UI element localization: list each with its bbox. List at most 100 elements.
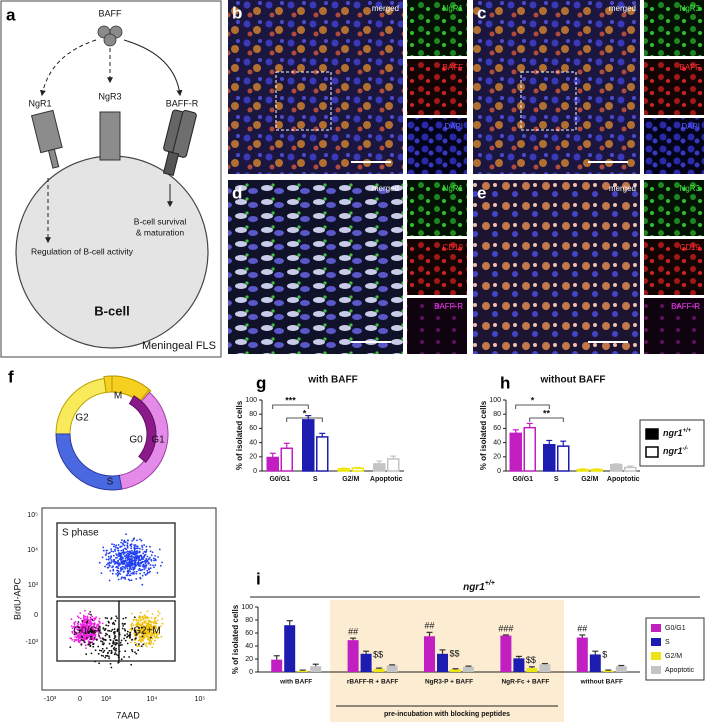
flow-event (107, 555, 110, 558)
flow-event (155, 627, 158, 629)
flow-event (122, 625, 125, 627)
flow-event (129, 565, 131, 568)
merged-label: merged (372, 184, 399, 193)
flow-event (87, 642, 90, 644)
flow-event (79, 629, 81, 632)
flow-event (69, 646, 72, 649)
bar (271, 659, 283, 672)
legend-swatch (651, 666, 661, 674)
legend-swatch (645, 446, 659, 458)
flow-event (127, 539, 129, 542)
flow-event (105, 654, 107, 657)
flow-event (85, 626, 88, 629)
flow-event (143, 571, 146, 574)
flow-event (112, 550, 115, 553)
flow-event (149, 545, 151, 548)
flow-event (85, 647, 87, 649)
y-tick-label: 100 (245, 397, 257, 404)
flow-event (147, 638, 150, 641)
flow-event (134, 562, 137, 564)
significance-label: ## (577, 623, 587, 633)
flow-event (112, 647, 115, 650)
flow-event (137, 640, 140, 642)
flow-event (102, 549, 105, 552)
flow-event (152, 643, 155, 645)
micrograph-channel (644, 298, 704, 354)
channel-label: BAFF-R (671, 302, 700, 311)
flow-event (74, 636, 76, 638)
bar (437, 653, 448, 672)
flow-event (116, 569, 118, 572)
flow-event (102, 546, 105, 549)
flow-event (146, 635, 149, 638)
flow-event (139, 635, 141, 637)
flow-event (105, 647, 108, 650)
flow-event (79, 633, 82, 635)
bar (316, 436, 329, 472)
flow-event (154, 558, 157, 561)
flow-frame (41, 507, 217, 691)
flow-event (134, 631, 137, 633)
flow-event (146, 555, 149, 558)
flow-event (154, 555, 157, 557)
flow-event (116, 556, 118, 559)
flow-event (156, 572, 159, 574)
flow-event (129, 633, 131, 636)
y-tick-label: 100 (489, 397, 501, 404)
flow-y-tick-label: -10³ (26, 639, 39, 646)
flow-event (95, 625, 98, 628)
flow-event (136, 570, 138, 573)
flow-event (142, 618, 145, 621)
flow-event (123, 623, 126, 625)
flow-event (119, 644, 122, 646)
flow-event (123, 562, 126, 565)
flow-event (155, 622, 157, 624)
flow-event (138, 627, 141, 629)
flow-event (139, 637, 142, 639)
flow-event (115, 573, 118, 575)
flow-event (140, 641, 142, 643)
flow-event (107, 552, 110, 555)
gate (118, 600, 176, 662)
flow-event (124, 634, 126, 637)
cycle-label: S (107, 477, 114, 488)
flow-event (93, 623, 96, 626)
flow-event (104, 565, 106, 568)
flow-event (98, 629, 101, 632)
y-tick-label: 40 (245, 643, 253, 650)
flow-event (126, 567, 129, 570)
flow-event (113, 648, 116, 651)
bar (284, 625, 296, 672)
flow-event (126, 565, 129, 568)
flow-event (79, 626, 81, 629)
flow-event (132, 538, 135, 541)
y-axis-label: % of isolated cells (235, 400, 244, 470)
flow-event (140, 539, 143, 542)
flow-event (133, 544, 136, 547)
flow-event (129, 551, 132, 553)
flow-event (110, 630, 113, 633)
flow-event (150, 640, 153, 642)
flow-event (126, 546, 129, 549)
flow-event (144, 559, 147, 562)
flow-event (129, 631, 132, 634)
flow-event (113, 653, 116, 656)
flow-event (135, 652, 138, 655)
flow-event (131, 564, 134, 566)
flow-event (119, 557, 122, 560)
flow-event (85, 653, 88, 656)
flow-event (112, 621, 115, 624)
flow-event (110, 550, 113, 553)
flow-event (115, 553, 118, 555)
text-part: +/+ (485, 580, 495, 587)
cycle-label: M (114, 391, 122, 402)
flow-event (120, 577, 123, 580)
flow-event (150, 636, 152, 639)
flow-event (108, 657, 110, 660)
flow-event (145, 557, 148, 560)
flow-event (134, 553, 137, 556)
flow-event (73, 640, 76, 643)
x-tick-label: NgR3-P + BAFF (425, 679, 473, 686)
bar (337, 468, 350, 472)
flow-event (117, 573, 120, 576)
